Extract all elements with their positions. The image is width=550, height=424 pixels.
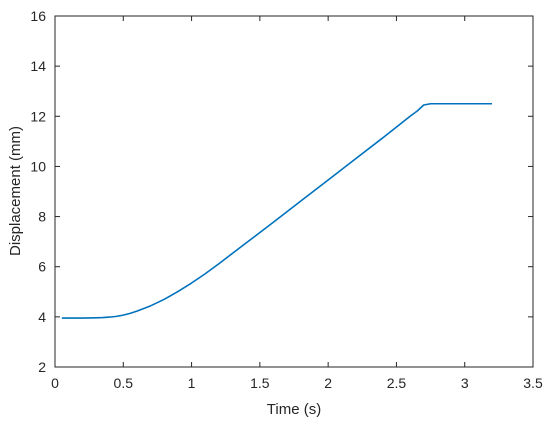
y-tick-label: 14 xyxy=(30,58,46,74)
x-tick-label: 0.5 xyxy=(114,375,134,391)
y-tick-label: 16 xyxy=(30,8,46,24)
x-tick-label: 2 xyxy=(324,375,332,391)
x-tick-label: 3 xyxy=(461,375,469,391)
y-tick-label: 4 xyxy=(38,309,46,325)
y-tick-label: 6 xyxy=(38,259,46,275)
series-line-0 xyxy=(61,102,493,319)
x-tick-label: 0 xyxy=(51,375,59,391)
y-tick-label: 8 xyxy=(38,209,46,225)
y-axis-label: Displacement (mm) xyxy=(7,126,24,256)
y-tick-label: 2 xyxy=(38,359,46,375)
axis-ticks: 0 0.5 1 1.5 2 2.5 3 3.5 2 4 6 8 10 12 14 16 xyxy=(30,8,543,391)
series-layer xyxy=(61,102,493,319)
x-tick-label: 1 xyxy=(188,375,196,391)
x-tick-label: 2.5 xyxy=(387,375,407,391)
y-tick-label: 10 xyxy=(30,158,46,174)
plot-area xyxy=(54,15,534,368)
x-tick-label: 1.5 xyxy=(250,375,270,391)
y-tick-label: 12 xyxy=(30,108,46,124)
x-axis-label: Time (s) xyxy=(267,401,321,418)
x-tick-label: 3.5 xyxy=(523,375,543,391)
